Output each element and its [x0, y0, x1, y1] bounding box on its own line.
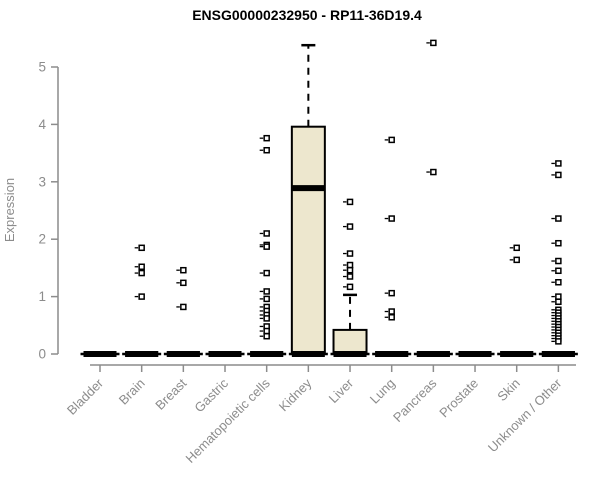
box-unknown-other — [538, 160, 578, 357]
median-bar — [541, 351, 575, 357]
outlier-point — [138, 244, 145, 252]
median-bar — [166, 351, 200, 357]
iqr-box — [290, 125, 326, 355]
box-pancreas — [413, 39, 453, 357]
outlier-point — [430, 39, 437, 47]
outlier-point — [138, 269, 145, 277]
outlier-point — [138, 293, 145, 300]
outlier-point — [555, 171, 562, 179]
x-tick-label: Pancreas — [390, 375, 440, 425]
outlier-point — [263, 230, 270, 237]
median-bar — [125, 351, 159, 357]
x-tick-label: Gastric — [191, 375, 231, 415]
box-kidney — [288, 43, 328, 357]
zero-bar — [291, 351, 325, 357]
x-tick-label: Lung — [367, 376, 398, 407]
outlier-point — [263, 327, 270, 335]
x-tick-label: Kidney — [276, 375, 315, 414]
outlier-point — [388, 314, 395, 321]
outlier-point — [346, 223, 354, 230]
outlier-point — [180, 279, 187, 287]
box-hematopoietic-cells — [247, 134, 287, 357]
outlier-point — [180, 303, 187, 311]
outlier-point — [346, 261, 354, 269]
box-skin — [497, 244, 537, 357]
outlier-point — [346, 273, 354, 280]
outlier-point — [346, 283, 354, 291]
outlier-point — [555, 293, 562, 300]
outlier-point — [388, 289, 395, 297]
outlier-point — [138, 263, 145, 271]
median-bar — [416, 351, 450, 357]
box-bladder — [80, 351, 120, 357]
iqr-box — [332, 328, 368, 355]
outlier-point — [263, 134, 270, 142]
outlier-point — [430, 168, 437, 176]
outlier-point — [555, 215, 562, 222]
outlier-point — [388, 308, 395, 315]
y-tick-label: 4 — [38, 117, 46, 132]
outlier-point — [346, 198, 354, 206]
median-bar — [208, 351, 242, 357]
median-bar — [333, 351, 367, 357]
outlier-point — [388, 215, 395, 222]
x-tick-label: Liver — [326, 375, 357, 406]
median-bar — [291, 185, 325, 192]
median-bar — [458, 351, 492, 357]
outlier-point — [180, 266, 187, 274]
outlier-point — [263, 243, 270, 250]
x-tick-label: Brain — [116, 376, 148, 408]
outlier-point — [263, 146, 270, 154]
box-gastric — [205, 351, 245, 357]
outlier-point — [513, 256, 520, 264]
box-lung — [372, 136, 412, 357]
outlier-point — [555, 160, 562, 167]
y-tick-label: 5 — [38, 60, 46, 75]
outlier-point — [555, 298, 562, 306]
x-tick-label: Bladder — [64, 375, 107, 418]
x-tick-label: Breast — [152, 375, 189, 412]
outlier-point — [346, 250, 354, 257]
y-tick-label: 3 — [38, 174, 46, 189]
box-prostate — [455, 351, 495, 357]
outlier-point — [555, 279, 562, 286]
outlier-point — [388, 136, 395, 144]
x-tick-label: Prostate — [436, 376, 481, 421]
outlier-point — [263, 295, 270, 303]
median-bar — [375, 351, 409, 357]
outlier-point — [555, 239, 562, 247]
median-bar — [250, 351, 284, 357]
box-brain — [122, 244, 162, 357]
chart-title: ENSG00000232950 - RP11-36D19.4 — [192, 7, 422, 23]
outlier-point — [555, 338, 562, 345]
outlier-point — [263, 269, 270, 277]
outlier-point — [263, 288, 270, 295]
y-axis-label: Expression — [2, 178, 17, 242]
y-tick-label: 0 — [38, 347, 46, 362]
x-tick-label: Unknown / Other — [485, 375, 565, 455]
outlier-point — [263, 332, 270, 340]
median-bar — [500, 351, 534, 357]
median-bar — [83, 351, 117, 357]
outlier-point — [263, 315, 270, 322]
y-tick-label: 2 — [38, 232, 46, 247]
y-axis: 0 1 2 3 4 5 — [38, 60, 59, 362]
outlier-point — [513, 244, 520, 252]
box-liver — [330, 198, 370, 357]
box-breast — [163, 266, 203, 357]
y-tick-label: 1 — [38, 289, 46, 304]
outlier-point — [555, 267, 562, 275]
outlier-point — [555, 257, 562, 265]
outlier-point — [346, 266, 354, 274]
x-tick-label: Skin — [494, 376, 522, 404]
